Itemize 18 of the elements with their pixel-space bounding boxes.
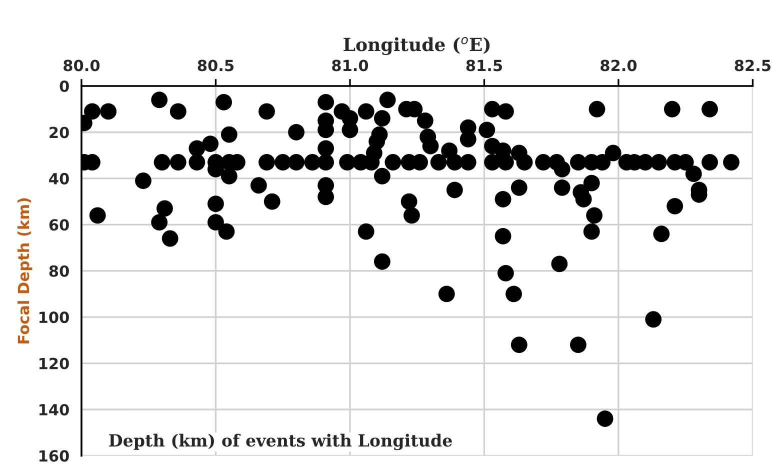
x-tick-label: 81.0 [332,60,368,72]
x-tick-label: 80.0 [64,60,100,72]
x-axis-title: Longitude ($^{o}$E) [344,37,490,56]
y-tick-label: 60 [49,219,69,231]
y-tick-label: 100 [40,312,69,324]
x-tick-label: 82.0 [600,60,637,72]
y-tick-label: 140 [40,404,69,416]
x-tick-label: 82.5 [734,60,770,72]
y-tick-label: 160 [40,450,69,462]
y-tick-label: 40 [49,172,69,184]
y-tick-label: 120 [40,358,69,370]
y-tick-label: 20 [50,126,69,138]
y-tick-label: 0 [60,80,69,92]
x-tick-label: 81.5 [466,60,502,72]
y-axis-title: Focal Depth (km) [17,198,32,344]
annotation: Depth (km) of events with Longitude [109,434,452,450]
y-tick-label: 80 [49,265,69,277]
x-tick-label: 80.5 [198,60,234,72]
